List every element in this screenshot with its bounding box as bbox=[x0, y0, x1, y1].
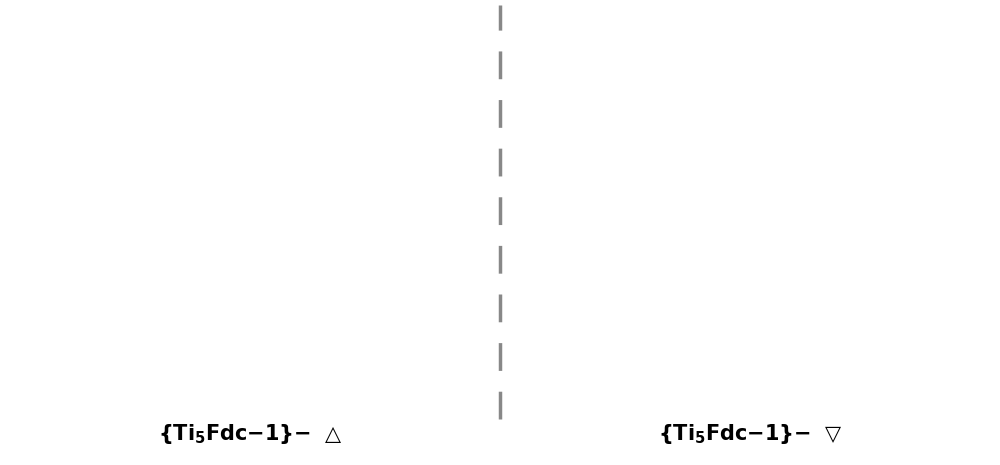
Text: $\mathbf{\{}$$\mathbf{Ti_5Fdc}$$\mathbf{{-1\}}}$$\mathbf{-}$  ▽: $\mathbf{\{}$$\mathbf{Ti_5Fdc}$$\mathbf{… bbox=[658, 422, 842, 446]
Text: $\mathbf{\{}$$\mathbf{Ti_5Fdc}$$\mathbf{{-1\}}}$$\mathbf{-}$  △: $\mathbf{\{}$$\mathbf{Ti_5Fdc}$$\mathbf{… bbox=[158, 422, 342, 446]
